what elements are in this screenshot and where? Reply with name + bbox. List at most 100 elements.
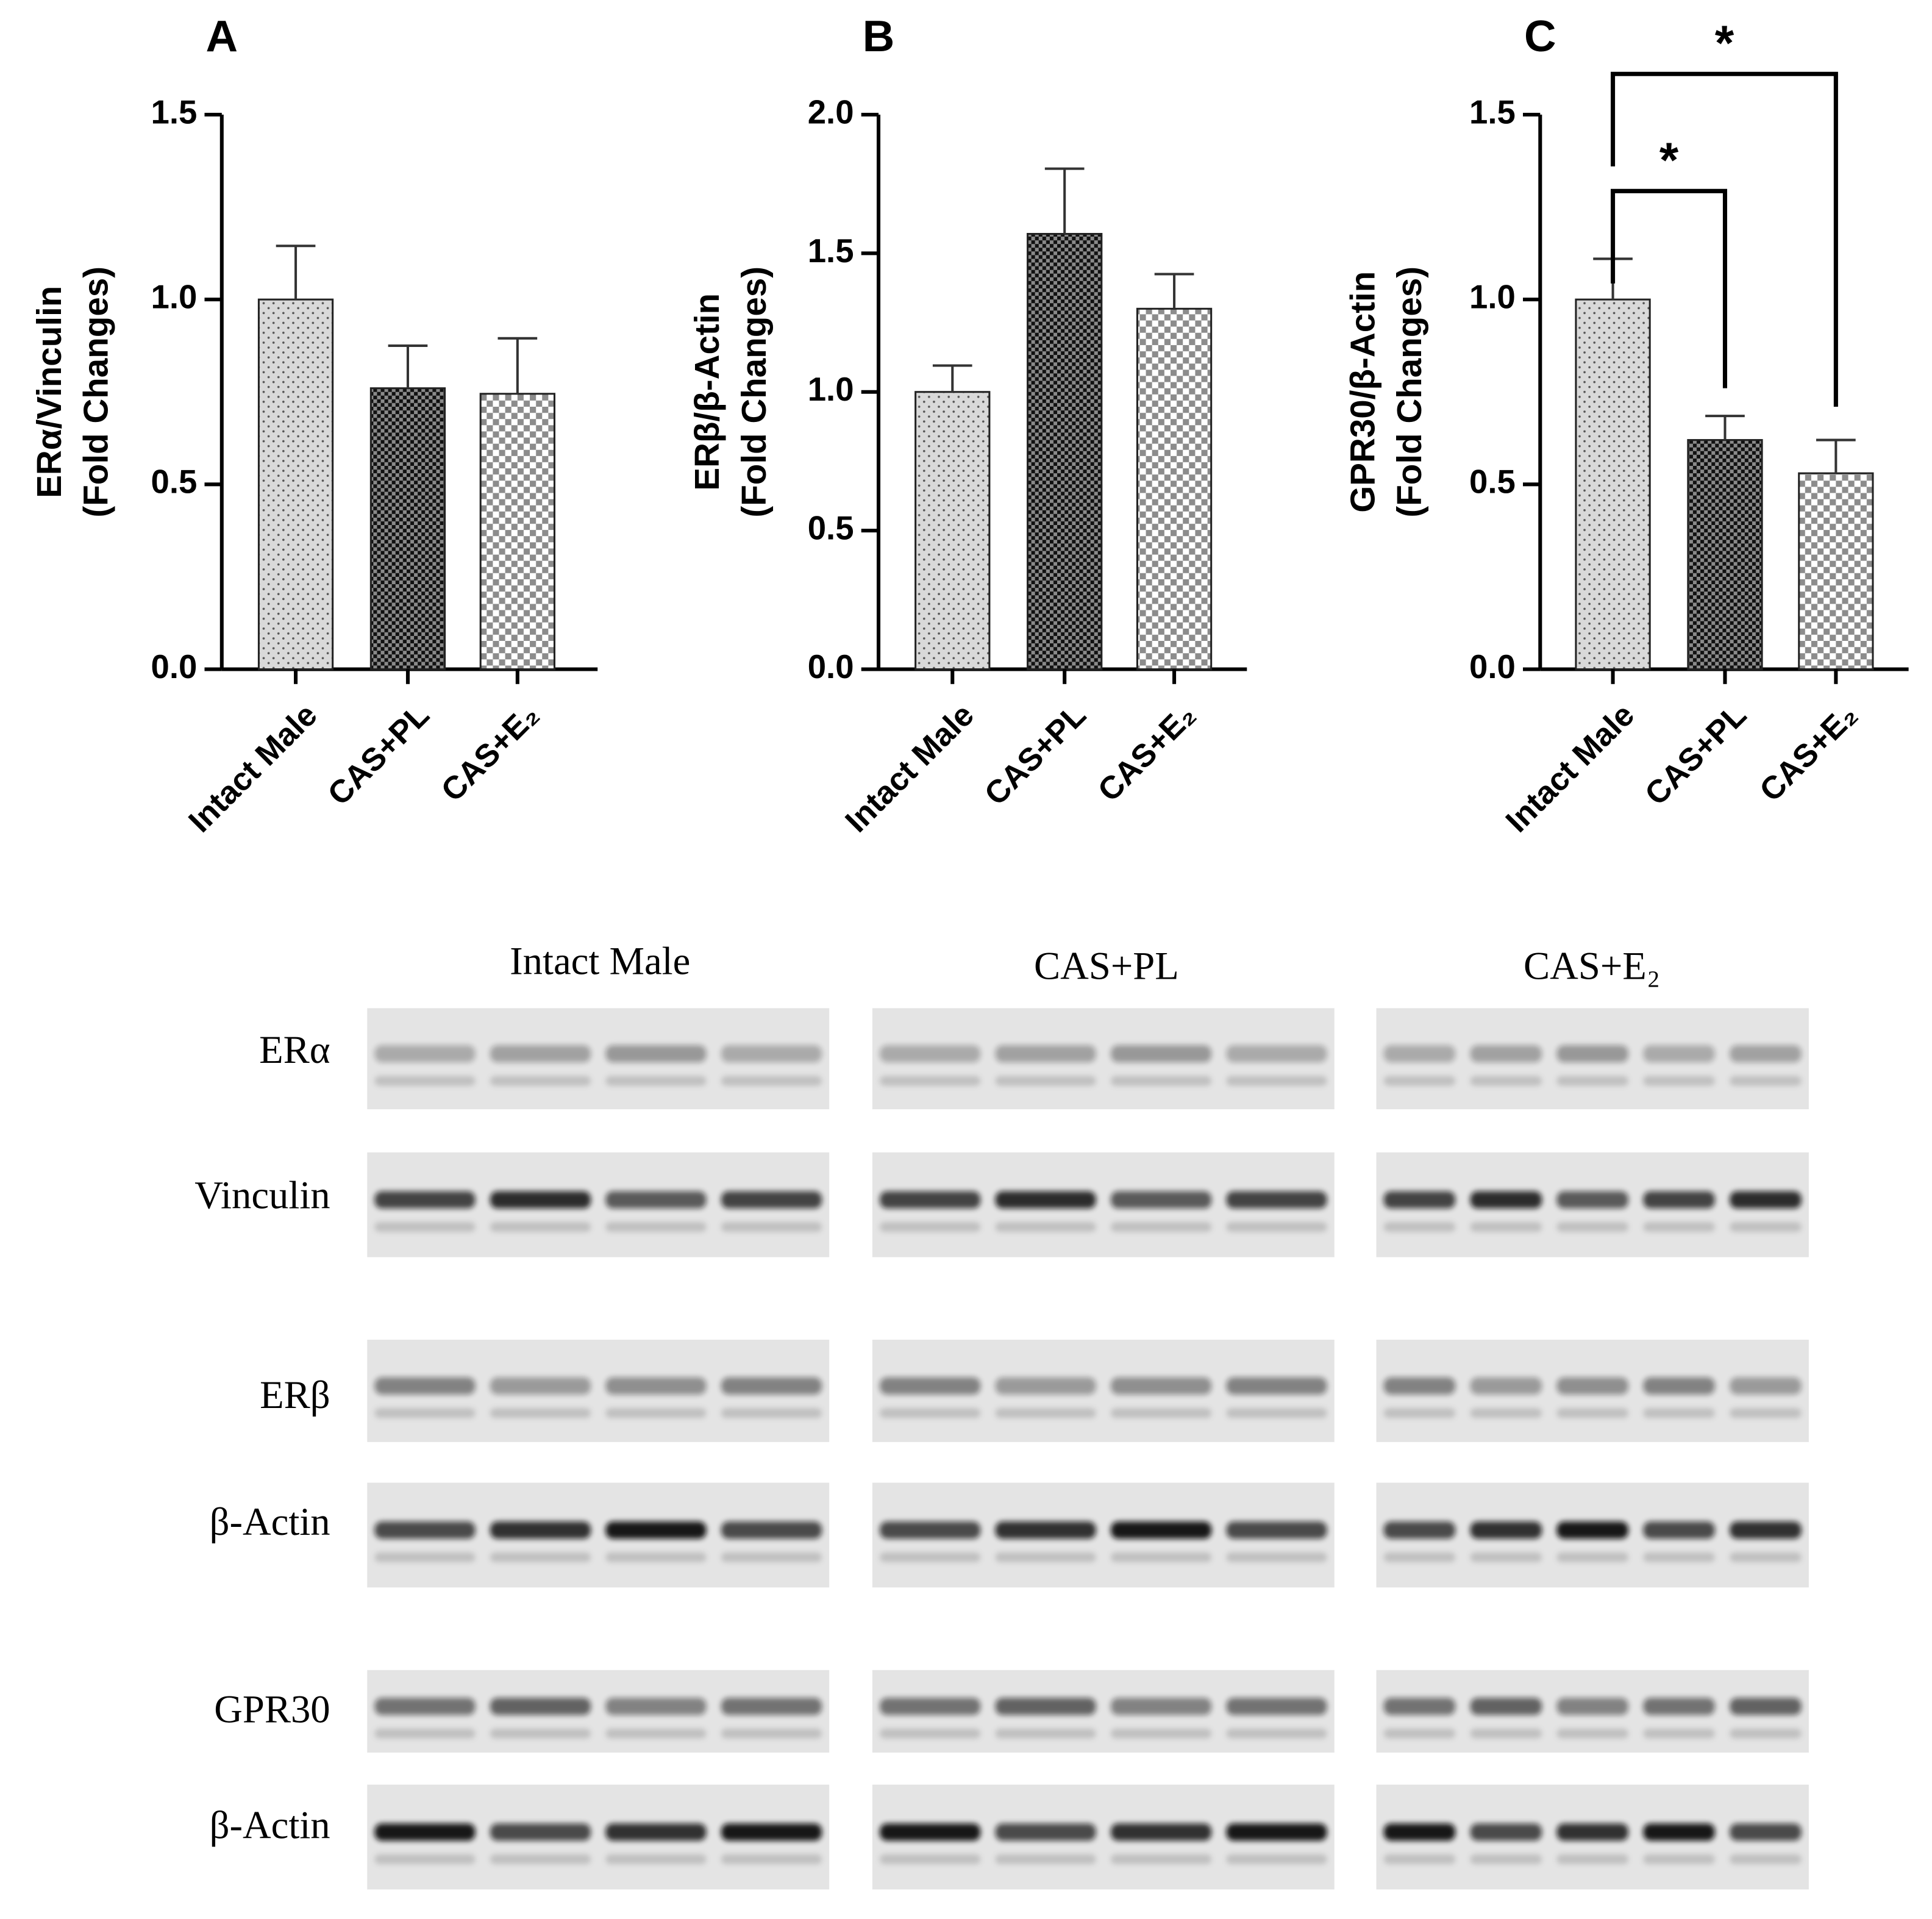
blot-band-faint [1643,1552,1715,1562]
blot-band [490,1045,591,1063]
blot-band [1110,1521,1212,1539]
blot-band [374,1191,476,1209]
blot-band [1643,1521,1715,1539]
significance-bracket [1611,71,1838,407]
blot-band-faint [1383,1552,1456,1562]
blot-band-faint [1110,1408,1212,1418]
blot-band-faint [1470,1854,1542,1865]
x-tick-label: Intact Male [1499,697,1641,840]
blot-band [995,1191,1096,1209]
blot-band-faint [1643,1854,1715,1865]
blot-band [1470,1521,1542,1539]
blot-band [374,1823,476,1841]
blot-band [1643,1698,1715,1715]
blot-band [605,1045,707,1063]
blot-band [995,1045,1096,1063]
blot-band-faint [605,1728,707,1739]
blot-band [1643,1191,1715,1209]
blot-band [374,1045,476,1063]
blot-band-faint [721,1222,822,1232]
blot-band-faint [1110,1728,1212,1739]
blot-band [374,1377,476,1395]
y-axis-label: (Fold Changes) [735,266,773,518]
blot-band-faint [605,1408,707,1418]
blot-band-faint [1110,1222,1212,1232]
group-label: Intact Male [510,938,690,982]
bar [1687,439,1763,671]
blot-band [880,1698,981,1715]
y-tick-label: 1.0 [1469,279,1516,316]
x-tick-label: CAS+PL [1638,697,1753,812]
blot-band [490,1521,591,1539]
blot-band [1730,1377,1802,1395]
blot-band-faint [605,1222,707,1232]
blot-band [605,1191,707,1209]
blot-band [880,1191,981,1209]
bar [479,393,555,671]
blot-band [1383,1045,1456,1063]
blot-band [1643,1045,1715,1063]
blot-band-faint [605,1076,707,1086]
blot-band [1226,1045,1327,1063]
blot-band [1110,1377,1212,1395]
blot-band [1383,1521,1456,1539]
blot-band-faint [880,1076,981,1086]
blot-band [1226,1698,1327,1715]
blot-band-faint [374,1728,476,1739]
y-axis-label: GPR30/β-Actin [1343,271,1381,513]
blot-band-faint [1470,1076,1542,1086]
blot-band-faint [1470,1728,1542,1739]
blot-band-faint [1730,1222,1802,1232]
blot-band-faint [1556,1854,1629,1865]
blot-band-faint [1556,1728,1629,1739]
blot-band [1110,1191,1212,1209]
y-tick-label: 0.0 [1469,648,1516,685]
y-axis-label: (Fold Changes) [77,266,115,518]
blot-band [1730,1191,1802,1209]
blot-band [374,1521,476,1539]
blot-band-faint [1226,1076,1327,1086]
row-label: β-Actin [210,1499,330,1543]
blot-band-faint [374,1408,476,1418]
blot-band [1110,1823,1212,1841]
y-tick-label: 1.0 [808,371,854,408]
blot-band [1730,1045,1802,1063]
x-tick-label: CAS+E₂ [1753,697,1864,809]
row-label: ERβ [260,1373,330,1417]
y-axis-label: ERα/Vinculin [30,286,68,498]
row-label: β-Actin [210,1803,330,1846]
blot-band-faint [721,1408,822,1418]
blot-band [1470,1823,1542,1841]
blot-band-faint [1383,1728,1456,1739]
blot-band-faint [490,1728,591,1739]
blot-band-faint [490,1408,591,1418]
blot-band [721,1698,822,1715]
blot-band [1470,1377,1542,1395]
blot-band-faint [605,1552,707,1562]
blot-band-faint [1226,1408,1327,1418]
bar [257,298,334,671]
bar [1027,233,1103,671]
blot-band [490,1823,591,1841]
blot-band-faint [490,1854,591,1865]
blot-band-faint [880,1854,981,1865]
y-tick-label: 1.5 [808,232,854,270]
blot-band-faint [995,1854,1096,1865]
blot-band-faint [721,1076,822,1086]
x-tick-label: CAS+E₂ [1091,697,1203,809]
blot-band-faint [995,1222,1096,1232]
blot-band-faint [880,1408,981,1418]
significance-bracket [1611,188,1728,388]
blot-band-faint [490,1552,591,1562]
x-tick-label: Intact Male [182,697,324,840]
blot-band-faint [1226,1728,1327,1739]
blot-band [490,1698,591,1715]
group-label: CAS+E₂ [1524,944,1660,988]
blot-band [1730,1698,1802,1715]
blot-band-faint [490,1076,591,1086]
blot-band-faint [374,1222,476,1232]
blot-band-faint [880,1222,981,1232]
row-label: ERα [259,1027,330,1071]
blot-band-faint [1730,1728,1802,1739]
blot-band-faint [995,1552,1096,1562]
